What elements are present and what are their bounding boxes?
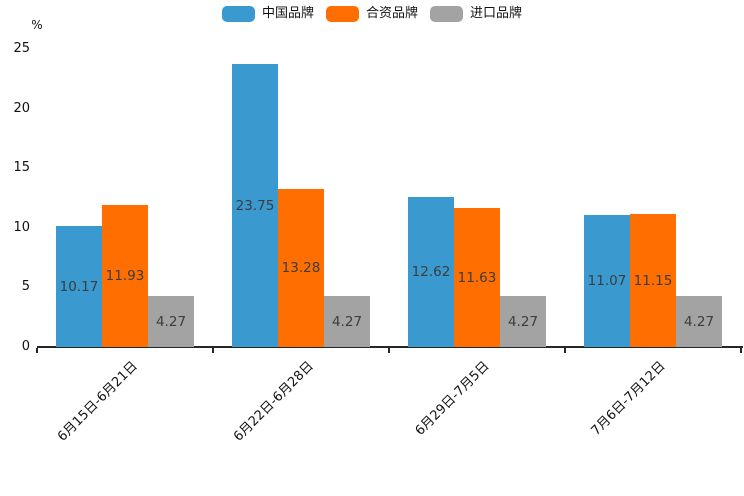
- bar-china-brands-cat3: 12.62: [408, 197, 454, 347]
- y-tick-label: 0: [21, 339, 30, 354]
- legend: 中国品牌 合资品牌 进口品牌: [0, 6, 744, 22]
- bar-joint-venture-brands-cat2: 13.28: [278, 189, 324, 347]
- bar-imported-brands-cat1: 4.27: [148, 296, 194, 347]
- legend-swatch-imported-brands: [430, 6, 463, 22]
- legend-label-china-brands: 中国品牌: [261, 6, 314, 21]
- y-tick-label: 15: [13, 160, 30, 176]
- legend-item-china-brands: 中国品牌: [221, 6, 314, 22]
- bar-china-brands-cat1: 10.17: [56, 226, 102, 347]
- x-axis-label-cat4: 7月6日-7月12日: [588, 358, 669, 439]
- bar-value-label: 4.27: [331, 313, 363, 330]
- legend-label-imported-brands: 进口品牌: [470, 6, 523, 21]
- bar-joint-venture-brands-cat1: 11.93: [102, 205, 148, 347]
- y-tick-label: 25: [13, 41, 30, 56]
- legend-item-imported-brands: 进口品牌: [430, 6, 522, 22]
- bar-value-label: 4.27: [155, 313, 187, 330]
- x-axis-tick: [212, 348, 214, 353]
- bar-imported-brands-cat2: 4.27: [324, 296, 370, 347]
- bar-value-label: 10.17: [59, 278, 99, 295]
- bar-china-brands-cat2: 23.75: [232, 64, 278, 347]
- legend-swatch-joint-venture-brands: [325, 6, 359, 22]
- bar-value-label: 4.27: [507, 313, 539, 330]
- bar-imported-brands-cat3: 4.27: [500, 296, 546, 347]
- bar-value-label: 23.75: [235, 197, 275, 214]
- bar-value-label: 12.62: [411, 264, 451, 280]
- x-axis-line: [37, 346, 743, 348]
- bar-imported-brands-cat4: 4.27: [676, 296, 722, 347]
- y-tick-label: 10: [13, 219, 30, 235]
- x-axis-tick: [740, 348, 742, 353]
- bar-value-label: 4.27: [683, 313, 715, 330]
- legend-item-joint-venture-brands: 合资品牌: [325, 6, 418, 22]
- y-tick-label: 20: [13, 100, 30, 116]
- x-axis-label-cat1: 6月15日-6月21日: [54, 358, 141, 445]
- bar-china-brands-cat4: 11.07: [584, 215, 630, 347]
- bar-value-label: 13.28: [281, 260, 321, 276]
- bar-value-label: 11.15: [633, 272, 673, 289]
- bar-joint-venture-brands-cat4: 11.15: [630, 214, 676, 347]
- x-axis-tick: [388, 348, 390, 353]
- y-tick-label: 5: [21, 279, 30, 295]
- legend-swatch-china-brands: [221, 6, 255, 22]
- legend-label-joint-venture-brands: 合资品牌: [365, 6, 418, 21]
- bar-value-label: 11.63: [457, 269, 497, 286]
- bar-value-label: 11.07: [587, 273, 627, 289]
- bar-joint-venture-brands-cat3: 11.63: [454, 208, 500, 347]
- x-axis-label-cat2: 6月22日-6月28日: [230, 358, 317, 445]
- y-axis-unit-label: %: [31, 18, 43, 32]
- x-axis-tick: [36, 348, 38, 353]
- bar-value-label: 11.93: [105, 268, 145, 284]
- x-axis-label-cat3: 6月29日-7月5日: [412, 358, 493, 439]
- x-axis-tick: [564, 348, 566, 353]
